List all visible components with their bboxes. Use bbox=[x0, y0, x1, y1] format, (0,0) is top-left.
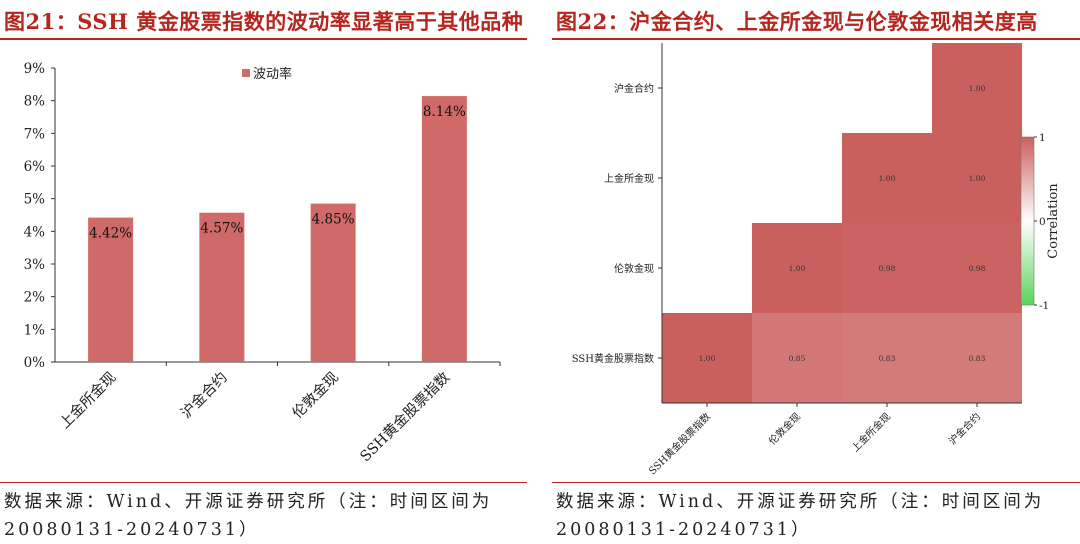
figure-22-title-rule bbox=[552, 38, 1080, 40]
y-tick-label: 2% bbox=[24, 290, 46, 306]
y-tick-label: 6% bbox=[24, 159, 46, 175]
heatmap-cell-label: 0.85 bbox=[789, 354, 806, 363]
heatmap-cell bbox=[752, 223, 842, 313]
heatmap-cell-label: 1.00 bbox=[969, 84, 986, 93]
x-tick-label: 沪金合约 bbox=[178, 369, 231, 422]
heatmap-cell bbox=[932, 43, 1022, 133]
colorbar-tick-label: 0 bbox=[1039, 216, 1046, 228]
heatmap-cell bbox=[932, 223, 1022, 313]
heatmap-cell-label: 1.00 bbox=[969, 174, 986, 183]
figure-22-source: 数据来源：Wind、开源证券研究所（注：时间区间为20080131-202407… bbox=[556, 492, 1045, 540]
heatmap-cell-label: 0.83 bbox=[879, 354, 896, 363]
bar bbox=[310, 203, 356, 362]
y-tick-label: 5% bbox=[24, 192, 46, 208]
bar-data-label: 4.42% bbox=[89, 226, 132, 242]
heatmap-cell bbox=[842, 133, 932, 223]
heatmap-cell bbox=[662, 313, 752, 403]
figure-21-source: 数据来源：Wind、开源证券研究所（注：时间区间为20080131-202407… bbox=[4, 492, 493, 540]
heatmap-cell-label: 1.00 bbox=[789, 264, 806, 273]
colorbar-tick-label: -1 bbox=[1039, 300, 1049, 312]
legend-swatch bbox=[242, 69, 250, 77]
legend: 波动率 bbox=[242, 66, 292, 82]
y-tick-label: 7% bbox=[24, 126, 46, 142]
x-tick-label: 伦敦金现 bbox=[289, 369, 342, 422]
heatmap-column-label: 伦敦金现 bbox=[766, 410, 803, 447]
volatility-bar-chart: 0% 1% 2% 3% 4% 5% 6% 7% 8% 9% 4.42% 上金所金现 4.57% 沪金合约 4… bbox=[24, 61, 501, 465]
figure-22: 图22：沪金合约、上金所金现与伦敦金现相关度高 1.00 1.00 1.00 1.00… bbox=[552, 0, 1080, 544]
figure-22-title: 图22：沪金合约、上金所金现与伦敦金现相关度高 bbox=[556, 9, 1038, 34]
bar bbox=[421, 96, 467, 363]
y-tick-label: 8% bbox=[24, 94, 46, 110]
figure-21-title-rule bbox=[0, 38, 527, 40]
bar-data-label: 4.85% bbox=[312, 212, 355, 228]
bar-data-label: 8.14% bbox=[423, 104, 466, 120]
heatmap-cell bbox=[842, 223, 932, 313]
figure-21-title: 图21：SSH 黄金股票指数的波动率显著高于其他品种 bbox=[4, 9, 524, 34]
figure-21-source-rule bbox=[0, 482, 527, 483]
heatmap-row-label: 上金所金现 bbox=[604, 172, 654, 185]
heatmap-row-label: SSH黄金股票指数 bbox=[572, 352, 654, 365]
y-tick-label: 3% bbox=[24, 257, 46, 273]
figure-21: 图21：SSH 黄金股票指数的波动率显著高于其他品种 0% 1% 2% 3% 4% 5% 6… bbox=[0, 0, 527, 544]
heatmap-cell-label: 0.98 bbox=[969, 264, 986, 273]
heatmap-cell bbox=[752, 313, 842, 403]
colorbar-tick-label: 1 bbox=[1039, 132, 1046, 144]
heatmap-column-label: 沪金合约 bbox=[946, 410, 983, 447]
legend-label: 波动率 bbox=[253, 66, 292, 82]
heatmap-cell-label: 0.83 bbox=[969, 354, 986, 363]
colorbar bbox=[1020, 136, 1035, 306]
heatmap-row-label: 沪金合约 bbox=[614, 82, 654, 95]
y-tick-label: 0% bbox=[24, 355, 46, 371]
y-tick-label: 1% bbox=[24, 322, 46, 338]
heatmap-cell bbox=[932, 313, 1022, 403]
heatmap-cell bbox=[932, 133, 1022, 223]
heatmap-column-label: 上金所金现 bbox=[849, 410, 894, 455]
heatmap-row-label: 伦敦金现 bbox=[614, 262, 654, 275]
heatmap-cell bbox=[842, 313, 932, 403]
bar-data-label: 4.57% bbox=[200, 221, 243, 237]
x-tick-label: 上金所金现 bbox=[56, 369, 119, 432]
colorbar-label: Correlation bbox=[1046, 183, 1061, 259]
heatmap-cell-label: 1.00 bbox=[699, 354, 716, 363]
heatmap-cell-label: 1.00 bbox=[879, 174, 896, 183]
correlation-heatmap: 1.00 1.00 1.00 1.00 0.98 0.98 1.00 0.85 0.83 0.83… bbox=[572, 43, 1061, 477]
y-tick-label: 9% bbox=[24, 61, 46, 77]
y-tick-label: 4% bbox=[24, 224, 46, 240]
figure-22-source-rule bbox=[552, 482, 1080, 483]
bar bbox=[199, 212, 245, 362]
x-tick-label: SSH黄金股票指数 bbox=[357, 368, 454, 465]
bar bbox=[88, 217, 134, 362]
heatmap-column-label: SSH黄金股票指数 bbox=[646, 410, 713, 477]
heatmap-cell-label: 0.98 bbox=[879, 264, 896, 273]
